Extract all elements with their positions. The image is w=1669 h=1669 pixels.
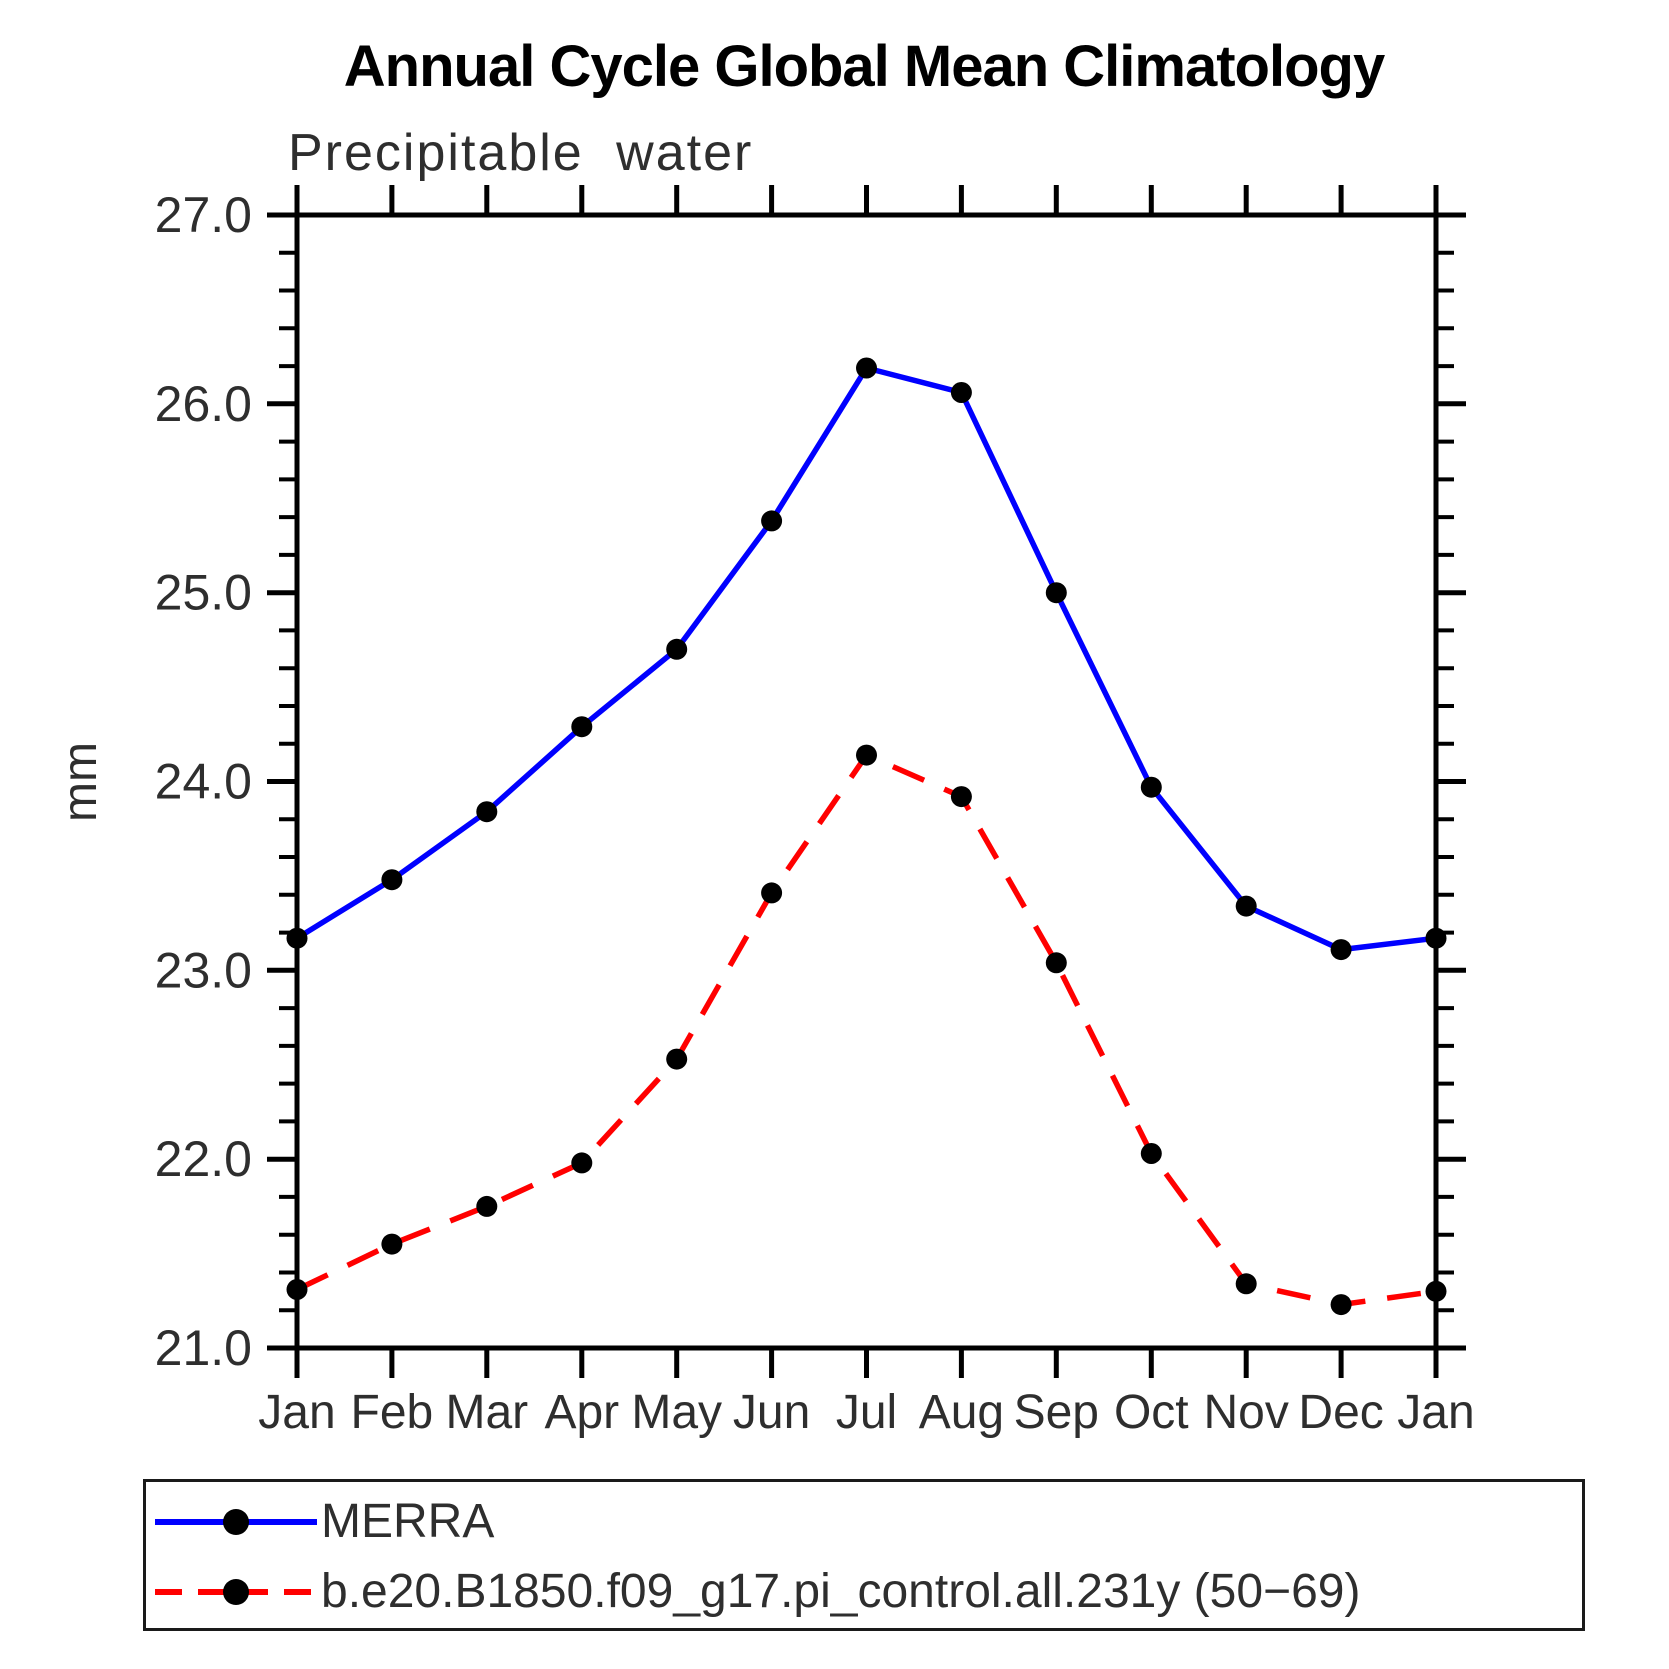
series-line-1 [295, 752, 1437, 1308]
data-point [1140, 1143, 1162, 1164]
data-point [476, 801, 498, 823]
y-tick-label: 24.0 [155, 754, 252, 810]
x-tick-label: Oct [1114, 1386, 1189, 1439]
x-ticks [294, 185, 1439, 1378]
x-tick-label: Nov [1204, 1386, 1289, 1439]
data-point [1330, 1294, 1352, 1316]
legend-line-sample-solid [155, 1509, 317, 1535]
data-point [856, 357, 877, 379]
data-point [571, 1152, 593, 1174]
legend-label-model: b.e20.B1850.f09_g17.pi_control.all.231y … [321, 1565, 1361, 1618]
chart-title: Annual Cycle Global Mean Climatology [344, 34, 1385, 99]
data-point [666, 638, 688, 660]
x-tick-label: Apr [544, 1386, 619, 1439]
x-tick-label: Jul [836, 1386, 897, 1439]
data-point [381, 1233, 403, 1255]
x-tick-label: Jan [1397, 1386, 1474, 1439]
data-point [1425, 1280, 1447, 1302]
y-tick-label: 25.0 [155, 565, 252, 621]
data-point [1330, 939, 1352, 961]
data-point [1045, 952, 1067, 974]
y-minor-ticks [279, 250, 1454, 1313]
x-tick-label: Sep [1014, 1386, 1099, 1439]
data-point [476, 1195, 498, 1217]
legend-entry-merra: MERRA [151, 1496, 494, 1548]
y-tick-label: 27.0 [155, 187, 252, 243]
y-tick-label: 21.0 [155, 1320, 252, 1376]
data-point [666, 1048, 688, 1070]
legend: MERRA b.e20.B1850.f09_g17.pi_control.all… [143, 1479, 1585, 1631]
legend-entry-model: b.e20.B1850.f09_g17.pi_control.all.231y … [151, 1566, 1360, 1618]
data-point [1425, 927, 1447, 949]
data-point [571, 716, 593, 738]
x-tick-label: Dec [1298, 1386, 1383, 1439]
data-point [381, 869, 403, 891]
data-point [1045, 582, 1067, 604]
chart-subtitle: Precipitable water [288, 124, 753, 182]
data-point [1235, 1273, 1257, 1295]
data-point [761, 510, 783, 532]
data-point [950, 382, 972, 403]
x-tick-label: May [631, 1386, 722, 1439]
plot-frame [294, 212, 1439, 1351]
data-point [286, 927, 308, 949]
legend-label-merra: MERRA [321, 1495, 495, 1548]
series-line-0 [295, 365, 1437, 953]
data-point [856, 744, 877, 766]
x-tick-label: Jan [258, 1386, 335, 1439]
y-axis-unit-label: mm [54, 742, 107, 822]
y-major-ticks [267, 212, 1466, 1351]
data-point [761, 882, 783, 904]
x-tick-label: Aug [919, 1386, 1004, 1439]
x-tick-label: Feb [351, 1386, 434, 1439]
x-tick-label: Mar [445, 1386, 528, 1439]
data-point [1235, 895, 1257, 917]
data-point [1140, 776, 1162, 798]
x-tick-label: Jun [733, 1386, 810, 1439]
y-tick-label: 22.0 [155, 1131, 252, 1187]
legend-line-sample-dashed [155, 1579, 317, 1605]
y-tick-label: 23.0 [155, 942, 252, 998]
data-point [950, 786, 972, 808]
data-point [286, 1279, 308, 1300]
y-tick-label: 26.0 [155, 376, 252, 432]
